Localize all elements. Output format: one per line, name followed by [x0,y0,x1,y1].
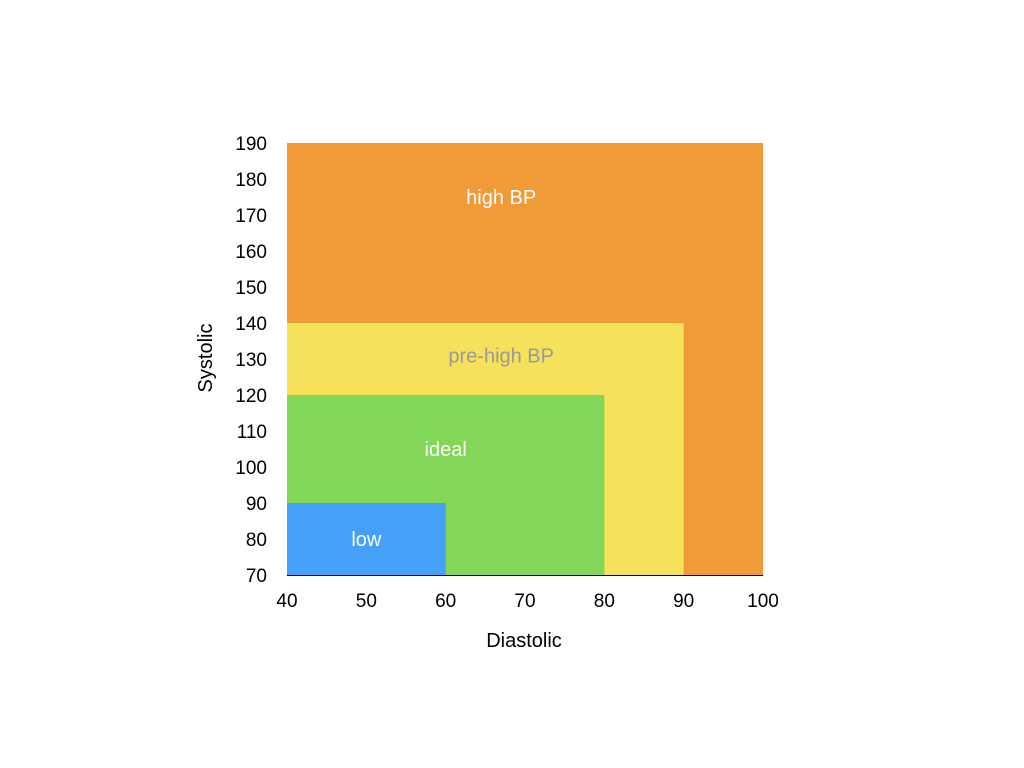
y-tick-label: 150 [235,278,267,299]
x-axis-title: Diastolic [486,630,562,652]
y-axis-ticks: 70 80 90 100 110 120 130 140 150 160 170 180 190 [235,134,267,587]
y-tick-label: 70 [246,566,267,587]
y-tick-label: 160 [235,242,267,263]
y-tick-label: 120 [235,386,267,407]
y-tick-label: 80 [246,530,267,551]
y-axis-title: Systolic [195,324,217,393]
x-tick-label: 100 [747,591,779,612]
x-tick-label: 70 [514,591,535,612]
y-tick-label: 90 [246,494,267,515]
zone-low [287,503,446,575]
x-tick-label: 60 [435,591,456,612]
y-tick-label: 140 [235,314,267,335]
y-tick-label: 100 [235,458,267,479]
zone-label-low: low [351,529,382,551]
x-tick-label: 90 [673,591,694,612]
zone-labels-layer: high BP pre-high BP ideal low [351,187,554,551]
y-tick-label: 190 [235,134,267,155]
y-tick-label: 110 [237,422,267,443]
x-axis-ticks: 40 50 60 70 80 90 100 [276,591,778,612]
y-tick-label: 170 [235,206,267,227]
x-tick-label: 40 [276,591,297,612]
zone-label-pre-high-bp: pre-high BP [448,345,554,367]
zone-label-high-bp: high BP [466,187,536,209]
x-tick-label: 80 [594,591,615,612]
x-tick-label: 50 [356,591,377,612]
y-tick-label: 180 [235,170,267,191]
y-tick-label: 130 [235,350,267,371]
zone-label-ideal: ideal [425,439,467,461]
zones-layer [287,143,763,575]
